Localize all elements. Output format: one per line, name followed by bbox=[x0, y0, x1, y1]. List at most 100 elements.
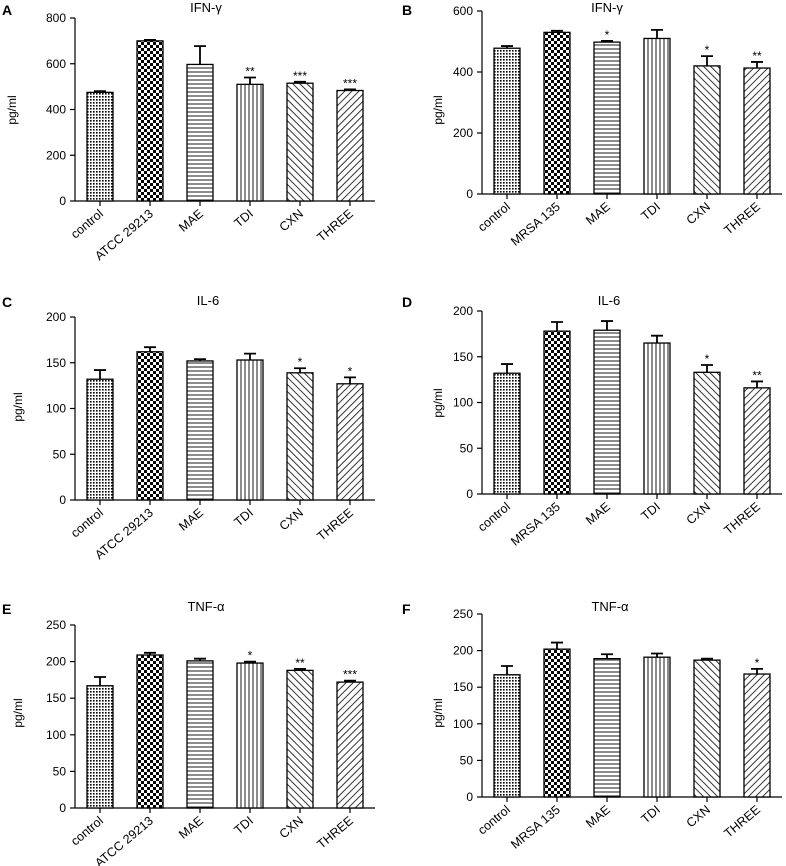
panel-e-bar-0 bbox=[86, 685, 114, 809]
panel-letter-a: A bbox=[2, 2, 12, 18]
panel-f-ytick-label: 250 bbox=[453, 607, 473, 621]
panel-f-errorbar-3 bbox=[651, 652, 663, 658]
panel-a-ytick-label: 200 bbox=[46, 148, 66, 162]
panel-f-title: TNF-α bbox=[591, 599, 629, 614]
panel-e-ytick-label: 0 bbox=[59, 801, 66, 815]
panel-b-errorbar-5 bbox=[751, 61, 763, 69]
panel-d-bar-3 bbox=[643, 342, 671, 495]
panel-c-ytick-label: 150 bbox=[46, 356, 66, 370]
panel-b-errorbar-2 bbox=[601, 39, 613, 43]
panel-b-ytick-label: 200 bbox=[453, 126, 473, 140]
panel-f-bar-2 bbox=[593, 658, 621, 798]
panel-e-category-label-5: THREE bbox=[314, 814, 355, 852]
panel-f-ytick-label: 100 bbox=[453, 717, 473, 731]
panel-d-ytick-label: 50 bbox=[460, 441, 474, 455]
panel-f-bar-5 bbox=[743, 673, 771, 798]
panel-c-significance-5: * bbox=[348, 364, 353, 378]
panel-d-significance-5: ** bbox=[752, 368, 762, 382]
panel-d-errorbar-3 bbox=[651, 334, 663, 344]
panel-b-category-label-3: TDI bbox=[639, 200, 663, 224]
panel-d-category-label-3: TDI bbox=[639, 500, 663, 524]
panel-c-category-label-4: CXN bbox=[277, 506, 306, 534]
panel-b-category-label-2: MAE bbox=[583, 200, 613, 228]
panel-b-bar-2 bbox=[593, 41, 621, 195]
panel-a-ytick-label: 800 bbox=[46, 11, 66, 25]
panel-c-bar-0 bbox=[86, 378, 114, 501]
panel-letter-f: F bbox=[402, 601, 411, 617]
panel-letter-c: C bbox=[2, 294, 12, 310]
panel-c-bar-2 bbox=[186, 360, 214, 501]
panel-d-category-label-4: CXN bbox=[684, 500, 713, 528]
panel-e-category-label-3: TDI bbox=[232, 814, 256, 838]
panel-d-ytick-label: 200 bbox=[453, 304, 473, 318]
panel-a-bar-2 bbox=[186, 63, 214, 202]
panel-d-ytick-label: 0 bbox=[466, 487, 473, 501]
panel-f-ytick-label: 150 bbox=[453, 680, 473, 694]
panel-a-ytick-label: 0 bbox=[59, 194, 66, 208]
panel-e-category-label-4: CXN bbox=[277, 814, 306, 842]
panel-f-category-label-2: MAE bbox=[583, 803, 613, 831]
panel-f-ytick-label: 200 bbox=[453, 644, 473, 658]
panel-f-errorbar-1 bbox=[551, 641, 563, 650]
panel-b-category-label-4: CXN bbox=[684, 200, 713, 228]
panel-e-bar-5 bbox=[336, 681, 364, 809]
panel-b-category-label-5: THREE bbox=[721, 200, 762, 238]
panel-c-ytick-label: 0 bbox=[59, 493, 66, 507]
panel-b-ytick-label: 400 bbox=[453, 65, 473, 79]
panel-e-bar-2 bbox=[186, 660, 214, 809]
panel-f-significance-5: * bbox=[755, 656, 760, 670]
panel-a-ytick-label: 400 bbox=[46, 103, 66, 117]
panel-b-category-label-1: MRSA 135 bbox=[508, 200, 563, 249]
panel-letter-e: E bbox=[2, 601, 11, 617]
panel-a-bar-3 bbox=[236, 83, 264, 202]
panel-a-category-label-5: THREE bbox=[314, 207, 355, 245]
panel-e-ytick-label: 150 bbox=[46, 691, 66, 705]
panel-c-ytick-label: 50 bbox=[53, 447, 67, 461]
panel-f-category-label-5: THREE bbox=[721, 803, 762, 841]
panel-d-bar-4 bbox=[693, 371, 721, 495]
panel-e-errorbar-1 bbox=[144, 651, 156, 656]
panel-b-bar-1 bbox=[543, 31, 571, 195]
panel-c-title: IL-6 bbox=[197, 293, 219, 308]
panel-b-bar-0 bbox=[493, 47, 521, 195]
panel-a-bar-0 bbox=[86, 91, 114, 202]
panel-f-errorbar-5 bbox=[751, 668, 763, 675]
panel-c-significance-4: * bbox=[298, 355, 303, 369]
panel-b-bar-4 bbox=[693, 65, 721, 195]
panel-letter-d: D bbox=[402, 294, 412, 310]
panel-d-ylabel: pg/ml bbox=[431, 388, 445, 417]
panel-f-errorbar-2 bbox=[601, 653, 613, 659]
panel-b-errorbar-0 bbox=[501, 45, 513, 49]
panel-a-errorbar-4 bbox=[294, 80, 306, 84]
panel-d-category-label-5: THREE bbox=[721, 500, 762, 538]
panel-a-errorbar-3 bbox=[244, 76, 256, 85]
panel-f-category-label-0: control bbox=[475, 803, 513, 838]
panel-d-significance-4: * bbox=[705, 352, 710, 366]
panel-b-errorbar-4 bbox=[701, 55, 713, 66]
panel-f-category-label-1: MRSA 135 bbox=[508, 803, 563, 852]
panel-c-bar-1 bbox=[136, 351, 164, 501]
panel-c-errorbar-3 bbox=[244, 352, 256, 361]
panel-a-bar-4 bbox=[286, 82, 314, 202]
panel-c-errorbar-5 bbox=[344, 376, 356, 384]
panel-b-bar-3 bbox=[643, 37, 671, 195]
panel-f-bar-4 bbox=[693, 659, 721, 798]
panel-b-significance-4: * bbox=[705, 43, 710, 57]
panel-d-ytick-label: 100 bbox=[453, 396, 473, 410]
panel-b-ylabel: pg/ml bbox=[431, 95, 445, 124]
panel-d-errorbar-5 bbox=[751, 380, 763, 388]
panel-a-errorbar-0 bbox=[94, 90, 106, 93]
panel-e-title: TNF-α bbox=[187, 599, 225, 614]
panel-e-ytick-label: 200 bbox=[46, 655, 66, 669]
panel-d-errorbar-4 bbox=[701, 364, 713, 373]
panel-e-bar-1 bbox=[136, 654, 164, 809]
panel-d-errorbar-2 bbox=[601, 320, 613, 331]
panel-e-bar-4 bbox=[286, 669, 314, 809]
panel-e-category-label-0: control bbox=[68, 814, 106, 849]
panel-e-ytick-label: 250 bbox=[46, 618, 66, 632]
panel-c-category-label-5: THREE bbox=[314, 506, 355, 544]
panel-a-significance-5: *** bbox=[343, 76, 357, 90]
panel-c-category-label-0: control bbox=[68, 506, 106, 541]
panel-a-category-label-0: control bbox=[68, 207, 106, 242]
